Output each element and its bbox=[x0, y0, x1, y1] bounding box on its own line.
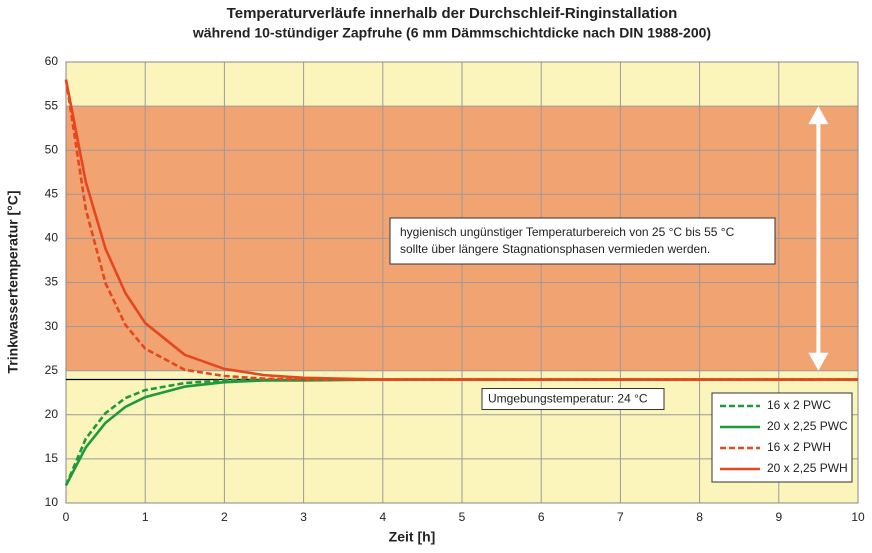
y-tick-label: 40 bbox=[45, 231, 59, 245]
y-tick-label: 20 bbox=[45, 407, 59, 421]
y-tick-label: 50 bbox=[45, 142, 59, 156]
x-tick-label: 4 bbox=[379, 510, 386, 524]
x-tick-label: 5 bbox=[459, 510, 466, 524]
x-axis-label: Zeit [h] bbox=[389, 529, 436, 545]
band-arrow-head bbox=[808, 106, 829, 125]
y-tick-label: 55 bbox=[45, 98, 59, 112]
x-tick-label: 8 bbox=[696, 510, 703, 524]
x-tick-label: 0 bbox=[63, 510, 70, 524]
y-tick-label: 60 bbox=[45, 54, 59, 68]
y-axis-label: Trinkwassertemperatur [°C] bbox=[5, 191, 21, 374]
chart-subtitle: während 10-stündiger Zapfruhe (6 mm Dämm… bbox=[192, 25, 711, 41]
x-tick-label: 2 bbox=[221, 510, 228, 524]
x-tick-label: 10 bbox=[851, 510, 865, 524]
reference-label: Umgebungstemperatur: 24 °C bbox=[488, 392, 648, 406]
y-tick-label: 10 bbox=[45, 495, 59, 509]
band-arrow-head bbox=[808, 352, 829, 371]
x-tick-label: 7 bbox=[617, 510, 624, 524]
note-box bbox=[481, 388, 665, 411]
y-tick-label: 25 bbox=[45, 363, 59, 377]
y-tick-label: 35 bbox=[45, 275, 59, 289]
legend-label: 16 x 2 PWH bbox=[767, 440, 831, 454]
x-tick-label: 1 bbox=[142, 510, 149, 524]
y-tick-label: 15 bbox=[45, 451, 59, 465]
legend-label: 20 x 2,25 PWH bbox=[767, 461, 848, 475]
x-tick-label: 9 bbox=[775, 510, 782, 524]
series-line bbox=[64, 79, 858, 381]
y-tick-label: 30 bbox=[45, 319, 59, 333]
y-tick-label: 45 bbox=[45, 186, 59, 200]
note-text: hygienisch ungünstiger Temperaturbereich… bbox=[400, 225, 735, 239]
plot-frame bbox=[65, 61, 859, 504]
legend-box bbox=[711, 392, 853, 483]
x-tick-label: 6 bbox=[538, 510, 545, 524]
chart-title: Temperaturverläufe innerhalb der Durchsc… bbox=[227, 5, 678, 22]
legend-label: 20 x 2,25 PWC bbox=[767, 419, 848, 433]
note-box bbox=[389, 217, 776, 265]
legend-label: 16 x 2 PWC bbox=[767, 398, 831, 412]
note-text: sollte über längere Stagnationsphasen ve… bbox=[400, 242, 710, 256]
x-tick-label: 3 bbox=[300, 510, 307, 524]
